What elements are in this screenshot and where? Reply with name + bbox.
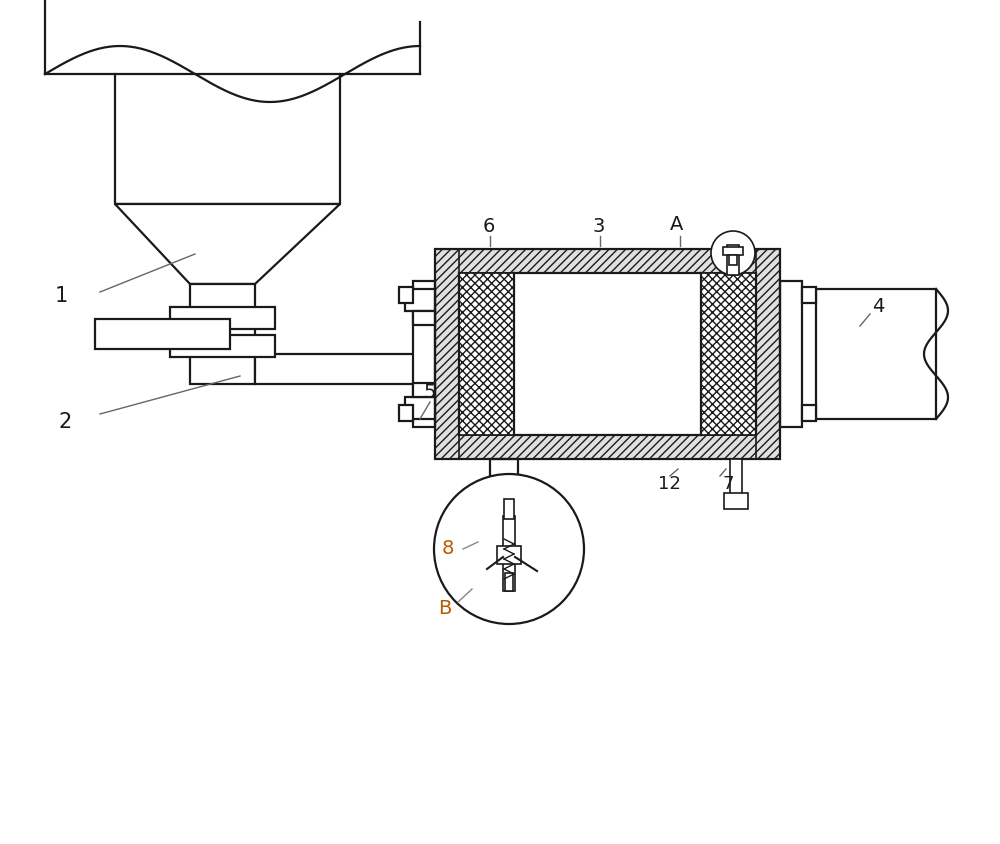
Bar xyxy=(413,281,435,427)
Bar xyxy=(95,319,230,349)
Bar xyxy=(724,493,748,509)
Bar xyxy=(802,287,816,303)
Bar xyxy=(405,397,435,419)
Bar xyxy=(115,74,340,204)
Bar xyxy=(459,273,514,435)
Text: 12: 12 xyxy=(658,475,681,493)
Bar xyxy=(729,255,737,265)
Bar xyxy=(780,281,802,427)
Bar xyxy=(190,354,255,384)
Bar xyxy=(497,546,521,564)
Text: 3: 3 xyxy=(593,217,605,235)
Bar xyxy=(435,249,780,273)
Bar xyxy=(170,307,275,329)
Text: 6: 6 xyxy=(483,217,495,235)
Bar xyxy=(723,247,743,255)
Text: A: A xyxy=(670,214,683,234)
Bar xyxy=(170,335,275,357)
Bar xyxy=(435,435,780,459)
Bar xyxy=(405,289,435,311)
Bar xyxy=(399,287,413,303)
Bar xyxy=(413,311,435,325)
Text: 5: 5 xyxy=(423,382,436,402)
Circle shape xyxy=(434,474,584,624)
Bar xyxy=(190,284,255,354)
Bar xyxy=(435,249,780,459)
Bar xyxy=(505,573,513,591)
Circle shape xyxy=(711,231,755,275)
Bar xyxy=(727,245,739,275)
Bar xyxy=(802,405,816,421)
Bar xyxy=(503,516,515,591)
Text: 8: 8 xyxy=(442,539,454,559)
Text: 4: 4 xyxy=(872,296,884,316)
Bar xyxy=(490,459,518,484)
Bar xyxy=(255,354,442,384)
Bar xyxy=(504,499,514,519)
Bar xyxy=(413,383,435,397)
Text: 2: 2 xyxy=(58,412,71,432)
Text: 7: 7 xyxy=(722,475,734,493)
Bar xyxy=(816,289,936,419)
Bar xyxy=(435,249,459,459)
Bar xyxy=(459,273,756,435)
Polygon shape xyxy=(115,204,340,284)
Bar xyxy=(514,273,701,435)
Text: 1: 1 xyxy=(55,286,68,306)
Text: B: B xyxy=(438,599,451,619)
Bar xyxy=(399,405,413,421)
Bar xyxy=(730,459,742,494)
Bar xyxy=(756,249,780,459)
Bar xyxy=(701,273,756,435)
